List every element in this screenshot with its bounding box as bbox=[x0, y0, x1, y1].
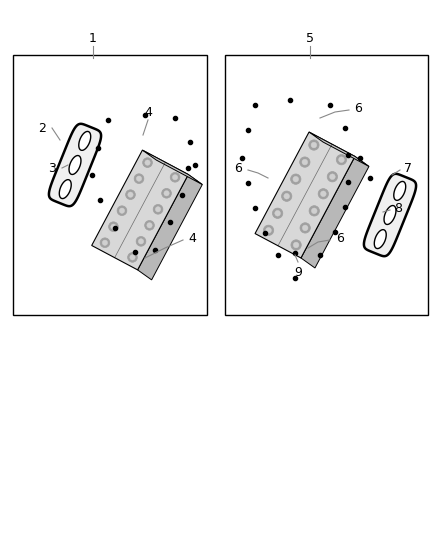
Circle shape bbox=[327, 172, 338, 182]
Circle shape bbox=[173, 175, 178, 180]
Circle shape bbox=[272, 208, 283, 219]
Circle shape bbox=[291, 240, 301, 250]
Circle shape bbox=[147, 223, 152, 228]
Circle shape bbox=[100, 238, 110, 248]
Circle shape bbox=[155, 207, 161, 212]
Polygon shape bbox=[49, 124, 101, 206]
Circle shape bbox=[136, 237, 146, 246]
Circle shape bbox=[311, 142, 317, 148]
Circle shape bbox=[145, 221, 154, 230]
Polygon shape bbox=[69, 156, 81, 174]
Circle shape bbox=[128, 192, 133, 197]
Text: 1: 1 bbox=[89, 31, 97, 44]
Circle shape bbox=[266, 228, 272, 233]
Polygon shape bbox=[384, 206, 396, 224]
Circle shape bbox=[263, 225, 274, 236]
Circle shape bbox=[339, 157, 344, 163]
Circle shape bbox=[109, 222, 118, 231]
Circle shape bbox=[309, 140, 319, 150]
Text: 4: 4 bbox=[144, 106, 152, 118]
Circle shape bbox=[300, 223, 311, 233]
Text: 9: 9 bbox=[294, 265, 302, 279]
Circle shape bbox=[309, 206, 319, 216]
Polygon shape bbox=[301, 157, 369, 268]
Circle shape bbox=[321, 191, 326, 197]
Text: 2: 2 bbox=[38, 122, 46, 134]
Polygon shape bbox=[309, 132, 369, 166]
Text: 4: 4 bbox=[188, 231, 196, 245]
Circle shape bbox=[293, 242, 299, 248]
Circle shape bbox=[302, 225, 308, 231]
Circle shape bbox=[138, 239, 144, 244]
Polygon shape bbox=[394, 181, 406, 200]
Text: 5: 5 bbox=[306, 31, 314, 44]
Text: 6: 6 bbox=[234, 161, 242, 174]
Circle shape bbox=[284, 193, 290, 199]
Circle shape bbox=[162, 189, 171, 198]
Polygon shape bbox=[59, 180, 71, 199]
Circle shape bbox=[282, 191, 292, 201]
Circle shape bbox=[275, 211, 280, 216]
Text: 3: 3 bbox=[48, 161, 56, 174]
Circle shape bbox=[117, 206, 127, 215]
Circle shape bbox=[127, 253, 138, 262]
Circle shape bbox=[136, 176, 141, 181]
Polygon shape bbox=[142, 150, 202, 184]
Circle shape bbox=[318, 189, 328, 199]
Polygon shape bbox=[79, 132, 91, 150]
Polygon shape bbox=[374, 230, 386, 248]
Circle shape bbox=[119, 208, 125, 213]
Circle shape bbox=[311, 208, 317, 214]
Text: 6: 6 bbox=[354, 101, 362, 115]
Polygon shape bbox=[255, 132, 355, 258]
Circle shape bbox=[293, 176, 299, 182]
Circle shape bbox=[300, 157, 310, 167]
Text: 6: 6 bbox=[336, 231, 344, 245]
Circle shape bbox=[126, 190, 135, 199]
Bar bbox=[13, 55, 207, 315]
Polygon shape bbox=[138, 174, 202, 280]
Circle shape bbox=[111, 224, 116, 229]
Text: 7: 7 bbox=[404, 161, 412, 174]
Circle shape bbox=[134, 174, 144, 183]
Circle shape bbox=[143, 158, 152, 167]
Text: 8: 8 bbox=[394, 201, 402, 214]
Circle shape bbox=[336, 155, 346, 165]
Circle shape bbox=[302, 159, 307, 165]
Circle shape bbox=[145, 160, 150, 165]
Circle shape bbox=[102, 240, 108, 245]
Circle shape bbox=[164, 191, 169, 196]
Bar bbox=[225, 55, 428, 315]
Circle shape bbox=[290, 174, 301, 184]
Polygon shape bbox=[364, 174, 416, 256]
Circle shape bbox=[329, 174, 335, 180]
Circle shape bbox=[130, 255, 135, 260]
Circle shape bbox=[153, 205, 163, 214]
Polygon shape bbox=[92, 150, 188, 270]
Circle shape bbox=[170, 172, 180, 182]
